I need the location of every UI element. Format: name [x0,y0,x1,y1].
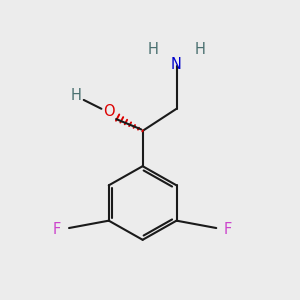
Text: H: H [195,42,206,57]
Text: N: N [171,57,182,72]
Text: F: F [224,222,232,237]
Text: H: H [148,42,158,57]
Text: O: O [103,104,115,119]
Text: F: F [53,222,61,237]
Text: H: H [71,88,82,103]
